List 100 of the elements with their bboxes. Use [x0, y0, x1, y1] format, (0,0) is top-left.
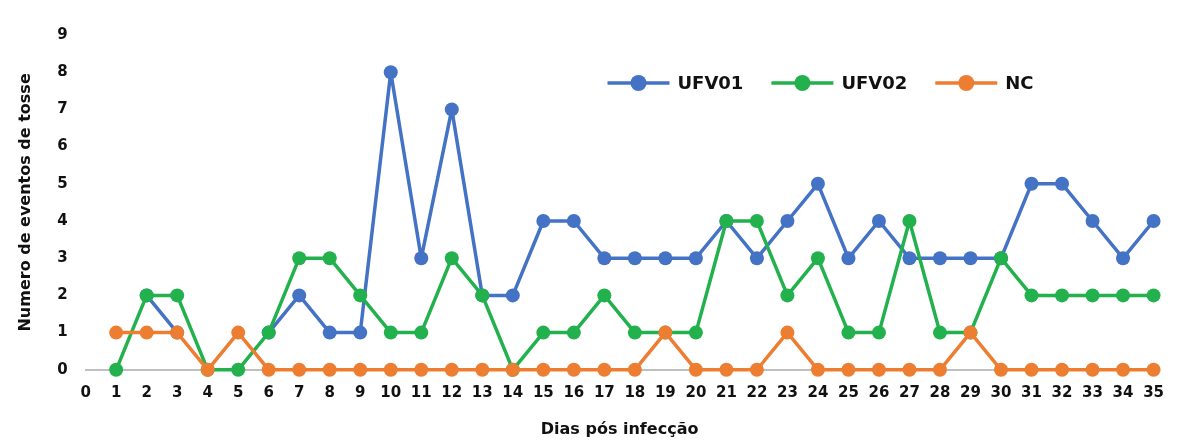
point — [932, 362, 947, 377]
x-tick-label: 16 — [563, 382, 585, 401]
point — [1055, 288, 1070, 303]
point — [109, 362, 124, 377]
x-axis-title: Dias pós infecção — [540, 418, 699, 438]
point — [1024, 362, 1039, 377]
point — [414, 325, 429, 340]
point — [414, 362, 429, 377]
x-tick-label: 20 — [685, 382, 707, 401]
x-tick-label: 14 — [502, 382, 524, 401]
y-axis-title: Numero de eventos de tosse — [14, 73, 34, 332]
point — [627, 325, 642, 340]
point — [780, 288, 795, 303]
point — [505, 288, 520, 303]
point — [749, 362, 764, 377]
point — [261, 362, 276, 377]
point — [536, 325, 551, 340]
y-tick-label: 6 — [57, 136, 68, 155]
point — [658, 251, 673, 266]
x-tick-label: 34 — [1112, 382, 1134, 401]
point — [841, 362, 856, 377]
point — [780, 214, 795, 228]
point — [749, 214, 764, 228]
x-tick-label: 13 — [471, 382, 493, 401]
point — [688, 362, 703, 377]
point — [353, 288, 368, 303]
point — [1055, 176, 1070, 191]
point — [566, 214, 581, 228]
point — [1085, 288, 1100, 303]
point — [1024, 288, 1039, 303]
x-tick-label: 3 — [171, 382, 183, 401]
point — [139, 325, 154, 340]
point — [963, 251, 978, 266]
point — [871, 362, 886, 377]
point — [231, 362, 246, 377]
x-tick-label: 31 — [1021, 382, 1042, 401]
x-tick-label: 9 — [355, 382, 366, 401]
x-tick-label: 10 — [380, 382, 402, 401]
point — [1146, 362, 1161, 377]
point — [292, 251, 307, 266]
point — [688, 251, 703, 266]
legend-label: UFV02 — [841, 71, 908, 93]
point — [109, 325, 124, 340]
x-tick-label: 21 — [715, 382, 737, 401]
point — [170, 288, 185, 303]
point — [444, 102, 459, 117]
point — [994, 362, 1008, 377]
y-tick-label: 3 — [57, 248, 68, 267]
y-tick-label: 8 — [57, 62, 68, 81]
point — [688, 325, 703, 340]
y-tick-label: 9 — [57, 24, 68, 43]
x-tick-label: 1 — [110, 382, 122, 401]
x-tick-label: 4 — [202, 382, 213, 401]
x-tick-label: 6 — [263, 382, 274, 401]
x-tick-label: 23 — [776, 382, 798, 401]
point — [566, 362, 581, 377]
x-tick-label: 8 — [324, 382, 335, 401]
y-tick-label: 0 — [57, 359, 68, 378]
point — [536, 214, 551, 228]
x-tick-label: 25 — [838, 382, 859, 401]
x-tick-label: 11 — [410, 382, 432, 401]
x-tick-label: 32 — [1051, 382, 1073, 401]
point — [444, 251, 459, 266]
point — [475, 362, 490, 377]
point — [780, 325, 795, 340]
point — [1055, 362, 1070, 377]
point — [841, 325, 856, 340]
point — [627, 251, 642, 266]
y-tick-label: 5 — [57, 173, 68, 192]
point — [597, 251, 612, 266]
point — [566, 325, 581, 340]
point — [719, 362, 734, 377]
point — [383, 65, 398, 80]
x-tick-label: 24 — [807, 382, 829, 401]
x-tick-label: 28 — [929, 382, 951, 401]
point — [231, 325, 246, 340]
point — [1116, 288, 1131, 303]
point — [1024, 176, 1039, 191]
point — [1085, 362, 1100, 377]
x-tick-label: 30 — [990, 382, 1012, 401]
x-tick-label: 15 — [532, 382, 554, 401]
y-tick-label: 4 — [57, 210, 68, 229]
x-tick-label: 17 — [593, 382, 615, 401]
legend-label: UFV01 — [677, 71, 744, 93]
x-tick-label: 26 — [868, 382, 890, 401]
x-tick-label: 33 — [1082, 382, 1103, 401]
point — [383, 362, 398, 377]
x-tick-label: 19 — [654, 382, 676, 401]
point — [322, 251, 337, 266]
x-tick-label: 35 — [1143, 382, 1164, 401]
point — [322, 362, 337, 377]
point — [902, 214, 917, 228]
y-tick-label: 1 — [57, 322, 68, 341]
point — [536, 362, 551, 377]
point — [932, 251, 947, 266]
point — [627, 362, 642, 377]
point — [444, 362, 459, 377]
point — [871, 325, 886, 340]
x-tick-label: 5 — [232, 382, 244, 401]
point — [322, 325, 337, 340]
